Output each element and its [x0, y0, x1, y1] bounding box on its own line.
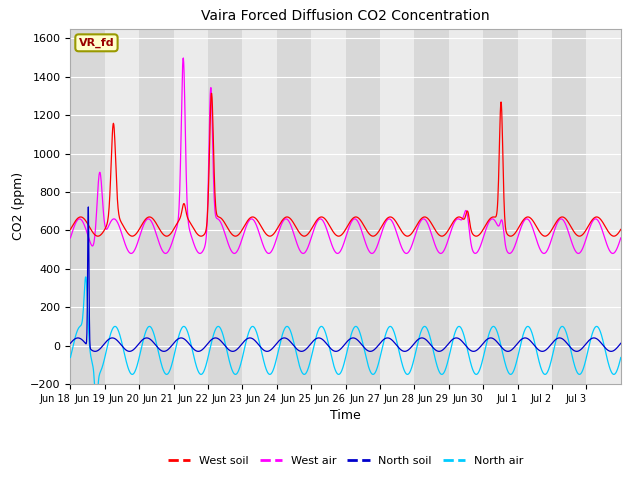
Bar — [586, 29, 621, 384]
Legend: West soil, West air, North soil, North air: West soil, West air, North soil, North a… — [163, 452, 528, 471]
X-axis label: Time: Time — [330, 409, 361, 422]
Text: VR_fd: VR_fd — [79, 37, 115, 48]
Bar — [380, 29, 415, 384]
Bar — [311, 29, 346, 384]
Y-axis label: CO2 (ppm): CO2 (ppm) — [12, 172, 24, 240]
Title: Vaira Forced Diffusion CO2 Concentration: Vaira Forced Diffusion CO2 Concentration — [202, 10, 490, 24]
Bar — [173, 29, 208, 384]
Bar — [105, 29, 140, 384]
Bar — [449, 29, 483, 384]
Bar — [518, 29, 552, 384]
Bar — [243, 29, 277, 384]
